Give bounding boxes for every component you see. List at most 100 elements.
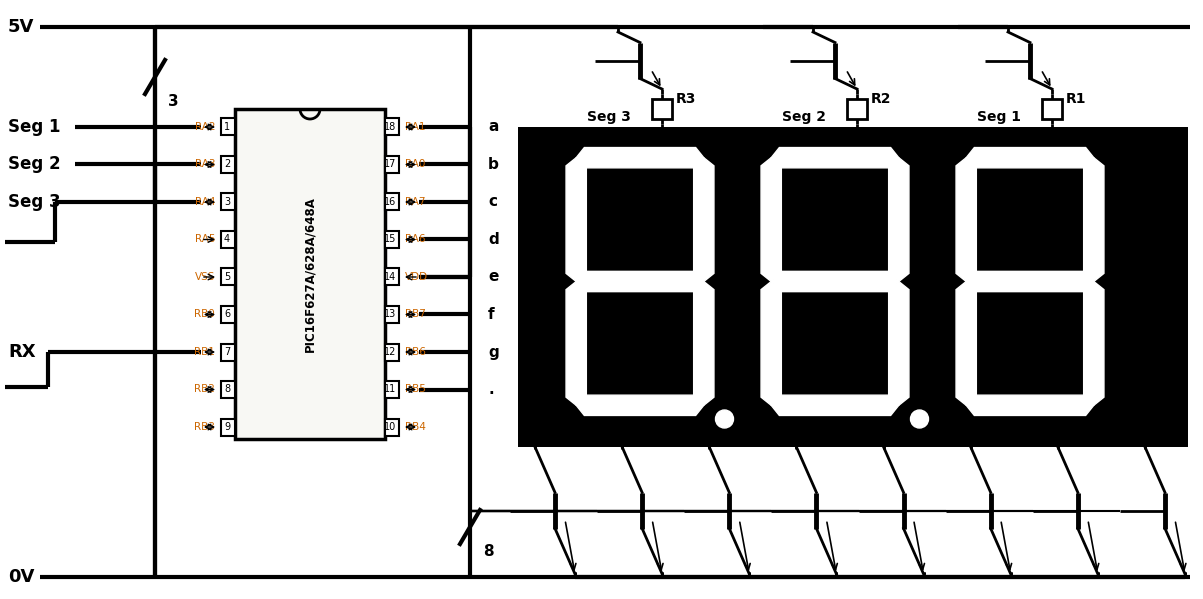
Text: 4: 4 (224, 234, 230, 244)
Bar (763, 149, 907, 414)
Text: d: d (488, 232, 499, 247)
Text: R3: R3 (676, 92, 697, 106)
Text: RA0: RA0 (405, 159, 426, 170)
Polygon shape (956, 158, 977, 282)
Text: b: b (488, 157, 499, 172)
Text: 8: 8 (224, 385, 230, 395)
Bar (221, 306, 235, 323)
Text: RA2: RA2 (195, 122, 215, 132)
Text: 0V: 0V (8, 568, 35, 586)
Text: RB6: RB6 (405, 347, 426, 357)
Bar (221, 231, 235, 248)
Text: RB1: RB1 (194, 347, 215, 357)
Text: VSS: VSS (195, 272, 215, 282)
Text: VDD: VDD (405, 272, 428, 282)
Text: R2: R2 (871, 92, 891, 106)
Bar (1042, 99, 1062, 119)
Text: Seg 3: Seg 3 (8, 193, 60, 211)
Polygon shape (889, 282, 909, 406)
Bar (221, 193, 235, 210)
Text: Seg 1: Seg 1 (8, 118, 60, 136)
Bar (958, 149, 1102, 414)
Text: RB7: RB7 (405, 310, 426, 319)
Polygon shape (761, 282, 782, 406)
Polygon shape (1084, 158, 1104, 282)
Text: 10: 10 (384, 422, 396, 432)
Text: b: b (617, 427, 627, 441)
Text: f: f (488, 307, 494, 322)
Text: .: . (488, 382, 493, 397)
Text: RA5: RA5 (195, 234, 215, 244)
Text: c: c (705, 427, 713, 441)
Text: RB5: RB5 (405, 385, 426, 395)
Text: R1: R1 (1066, 92, 1086, 106)
Text: Seg 1: Seg 1 (977, 110, 1021, 124)
Text: 6: 6 (224, 310, 230, 319)
Text: 15: 15 (384, 234, 396, 244)
Text: Seg 2: Seg 2 (8, 156, 60, 174)
Text: 9: 9 (224, 422, 230, 432)
Bar (385, 119, 399, 135)
Text: a: a (531, 427, 540, 441)
Text: d: d (792, 427, 801, 441)
Bar (385, 381, 399, 398)
Text: 1: 1 (224, 122, 230, 132)
Circle shape (716, 410, 734, 428)
Text: PIC16F627A/628A/648A: PIC16F627A/628A/648A (303, 196, 316, 352)
Text: RB4: RB4 (405, 422, 426, 432)
Text: RB3: RB3 (194, 422, 215, 432)
Text: 3: 3 (224, 197, 230, 207)
Polygon shape (567, 158, 586, 282)
Text: RA1: RA1 (405, 122, 426, 132)
Bar (568, 149, 712, 414)
Text: 5V: 5V (8, 18, 35, 36)
Bar (385, 306, 399, 323)
Bar (221, 268, 235, 286)
Polygon shape (771, 395, 899, 416)
Bar (385, 156, 399, 173)
Text: 3: 3 (168, 95, 178, 110)
Text: f: f (967, 427, 973, 441)
Text: 2: 2 (224, 159, 230, 170)
Bar (520, 129, 1185, 444)
Polygon shape (966, 147, 1094, 168)
Bar (385, 193, 399, 210)
Text: Seg 3: Seg 3 (587, 110, 630, 124)
Bar (652, 99, 672, 119)
Text: .: . (1143, 427, 1148, 441)
Polygon shape (576, 395, 704, 416)
Polygon shape (956, 282, 977, 406)
Text: e: e (488, 270, 498, 285)
Polygon shape (889, 158, 909, 282)
Polygon shape (966, 395, 1094, 416)
Bar (221, 119, 235, 135)
Text: e: e (879, 427, 888, 441)
Polygon shape (567, 282, 586, 406)
Text: 14: 14 (384, 272, 396, 282)
Text: RB2: RB2 (194, 385, 215, 395)
Polygon shape (771, 147, 899, 168)
Text: a: a (488, 119, 498, 135)
Polygon shape (694, 158, 713, 282)
Bar (221, 381, 235, 398)
Bar (235, 109, 385, 439)
Bar (520, 129, 1185, 444)
Bar (385, 419, 399, 435)
Polygon shape (966, 271, 1094, 292)
Text: 16: 16 (384, 197, 396, 207)
Text: 13: 13 (384, 310, 396, 319)
Text: g: g (488, 344, 499, 359)
Polygon shape (576, 271, 704, 292)
Text: 5: 5 (224, 272, 230, 282)
Text: 17: 17 (384, 159, 396, 170)
Polygon shape (576, 147, 704, 168)
Bar (385, 268, 399, 286)
Text: 12: 12 (384, 347, 396, 357)
Circle shape (911, 410, 929, 428)
Text: RB0: RB0 (194, 310, 215, 319)
Bar (221, 419, 235, 435)
Text: c: c (488, 195, 497, 210)
Polygon shape (761, 158, 782, 282)
Text: RA7: RA7 (405, 197, 426, 207)
Bar (221, 156, 235, 173)
